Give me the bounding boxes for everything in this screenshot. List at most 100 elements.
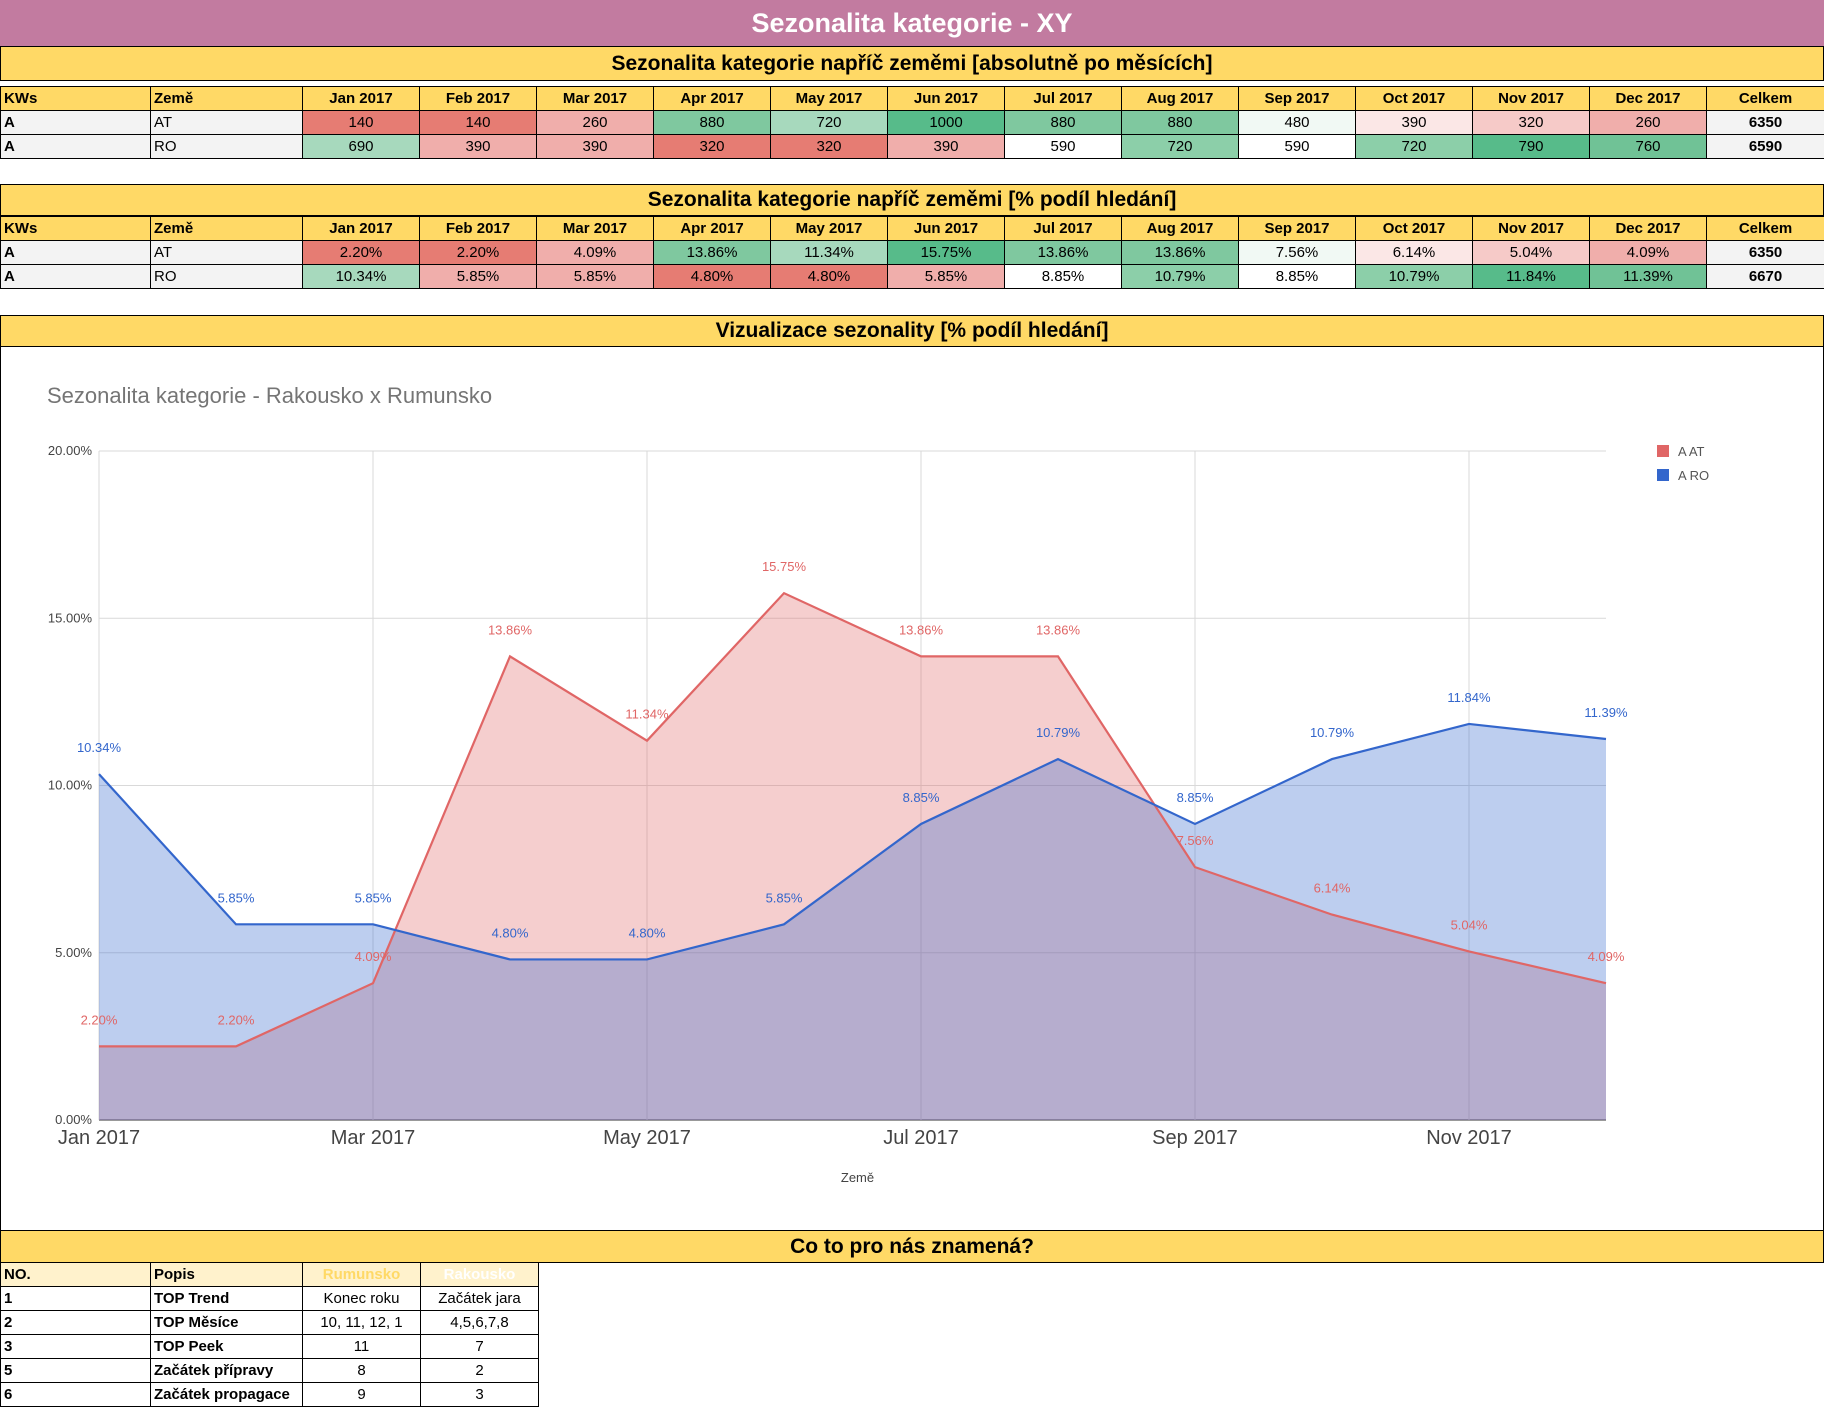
total-cell: 6670 — [1706, 264, 1824, 289]
column-header: KWs — [0, 86, 151, 111]
row-no: 6 — [0, 1382, 151, 1407]
y-tick-label: 0.00% — [55, 1112, 92, 1127]
month-value-cell: 720 — [1355, 134, 1473, 159]
column-header: Nov 2017 — [1472, 86, 1590, 111]
x-tick-label: May 2017 — [603, 1127, 691, 1149]
table-row: 6 Začátek propagace 9 3 — [0, 1382, 539, 1407]
row-popis: TOP Trend — [150, 1286, 303, 1311]
column-header: Aug 2017 — [1121, 216, 1239, 241]
column-header: Apr 2017 — [653, 216, 771, 241]
table-row: A AT 2.20% 2.20% 4.09% 13.86% 11.34% 15.75% 13.8… — [0, 240, 1824, 265]
month-value-cell: 320 — [653, 134, 771, 159]
total-cell: 6350 — [1706, 110, 1824, 135]
month-value-cell: 13.86% — [653, 240, 771, 265]
x-tick-label: Sep 2017 — [1152, 1127, 1238, 1149]
country-cell: RO — [150, 134, 303, 159]
column-header: Nov 2017 — [1472, 216, 1590, 241]
month-value-cell: 260 — [1589, 110, 1707, 135]
month-value-cell: 590 — [1004, 134, 1122, 159]
month-value-cell: 10.79% — [1355, 264, 1473, 289]
month-value-cell: 140 — [419, 110, 537, 135]
x-axis-title: Země — [841, 1170, 874, 1185]
column-header: Jan 2017 — [302, 216, 420, 241]
month-value-cell: 720 — [770, 110, 888, 135]
column-header: Sep 2017 — [1238, 216, 1356, 241]
area-a-ro — [99, 723, 1606, 1120]
column-header: Oct 2017 — [1355, 86, 1473, 111]
row-no: 3 — [0, 1334, 151, 1359]
month-value-cell: 480 — [1238, 110, 1356, 135]
month-value-cell: 2.20% — [302, 240, 420, 265]
month-value-cell: 4.09% — [1589, 240, 1707, 265]
row-rumunsko: 8 — [302, 1358, 421, 1383]
month-value-cell: 8.85% — [1238, 264, 1356, 289]
data-label: 11.84% — [1447, 690, 1491, 705]
x-tick-label: Mar 2017 — [331, 1127, 416, 1149]
month-value-cell: 1000 — [887, 110, 1005, 135]
month-value-cell: 7.56% — [1238, 240, 1356, 265]
month-value-cell: 880 — [1121, 110, 1239, 135]
y-tick-label: 20.00% — [48, 443, 93, 458]
table-row: 1 TOP Trend Konec roku Začátek jara — [0, 1286, 539, 1311]
country-cell: AT — [150, 240, 303, 265]
month-value-cell: 880 — [1004, 110, 1122, 135]
chart-title: Sezonalita kategorie - Rakousko x Rumuns… — [47, 383, 492, 408]
row-rumunsko: 9 — [302, 1382, 421, 1407]
month-value-cell: 4.80% — [770, 264, 888, 289]
country-cell: RO — [150, 264, 303, 289]
meaning-header-row: NO. Popis Rumunsko Rakousko — [0, 1262, 539, 1287]
table-row: A RO 690 390 390 320 320 390 590 720 590 720 790 760 6… — [0, 134, 1824, 159]
row-no: 5 — [0, 1358, 151, 1383]
column-header: Dec 2017 — [1589, 216, 1707, 241]
data-label: 4.80% — [629, 925, 666, 940]
row-rumunsko: Konec roku — [302, 1286, 421, 1311]
absolute-table: KWs Země Jan 2017 Feb 2017 Mar 2017 Apr 2017 M… — [0, 86, 1824, 159]
header-row: KWs Země Jan 2017 Feb 2017 Mar 2017 Apr 2017 M… — [0, 86, 1824, 111]
kw-cell: A — [0, 240, 151, 265]
month-value-cell: 760 — [1589, 134, 1707, 159]
total-cell: 6590 — [1706, 134, 1824, 159]
data-label: 5.85% — [355, 890, 392, 905]
page-title: Sezonalita kategorie - XY — [0, 0, 1824, 47]
data-label: 8.85% — [1177, 790, 1214, 805]
table-row: 2 TOP Měsíce 10, 11, 12, 1 4,5,6,7,8 — [0, 1310, 539, 1335]
percent-section-title: Sezonalita kategorie napříč zeměmi [% po… — [0, 184, 1824, 216]
column-header: Jan 2017 — [302, 86, 420, 111]
data-label: 4.09% — [1588, 949, 1625, 964]
row-rumunsko: 11 — [302, 1334, 421, 1359]
column-header: Dec 2017 — [1589, 86, 1707, 111]
absolute-section-title: Sezonalita kategorie napříč zeměmi [abso… — [0, 46, 1824, 81]
column-header: Mar 2017 — [536, 216, 654, 241]
data-label: 7.56% — [1177, 833, 1214, 848]
data-label: 5.85% — [218, 890, 255, 905]
data-label: 5.85% — [766, 890, 803, 905]
percent-table: KWs Země Jan 2017 Feb 2017 Mar 2017 Apr 2017 M… — [0, 216, 1824, 289]
month-value-cell: 5.85% — [536, 264, 654, 289]
legend-swatch — [1657, 445, 1669, 457]
viz-section-title: Vizualizace sezonality [% podíl hledání] — [0, 315, 1824, 347]
month-value-cell: 690 — [302, 134, 420, 159]
column-header: Jun 2017 — [887, 86, 1005, 111]
row-rakousko: Začátek jara — [420, 1286, 539, 1311]
month-value-cell: 390 — [887, 134, 1005, 159]
month-value-cell: 5.85% — [419, 264, 537, 289]
y-tick-label: 5.00% — [55, 945, 92, 960]
month-value-cell: 11.34% — [770, 240, 888, 265]
data-label: 11.34% — [625, 707, 669, 722]
meaning-section-title: Co to pro nás znamená? — [0, 1230, 1824, 1263]
data-label: 4.80% — [492, 925, 529, 940]
column-header: Aug 2017 — [1121, 86, 1239, 111]
legend-label: A RO — [1678, 468, 1709, 483]
data-label: 6.14% — [1314, 881, 1351, 896]
country-cell: AT — [150, 110, 303, 135]
column-header: Země — [150, 86, 303, 111]
row-popis: Začátek přípravy — [150, 1358, 303, 1383]
column-header: Jul 2017 — [1004, 216, 1122, 241]
month-value-cell: 320 — [770, 134, 888, 159]
month-value-cell: 2.20% — [419, 240, 537, 265]
column-header: Země — [150, 216, 303, 241]
month-value-cell: 10.34% — [302, 264, 420, 289]
row-no: 2 — [0, 1310, 151, 1335]
row-rakousko: 3 — [420, 1382, 539, 1407]
kw-cell: A — [0, 264, 151, 289]
